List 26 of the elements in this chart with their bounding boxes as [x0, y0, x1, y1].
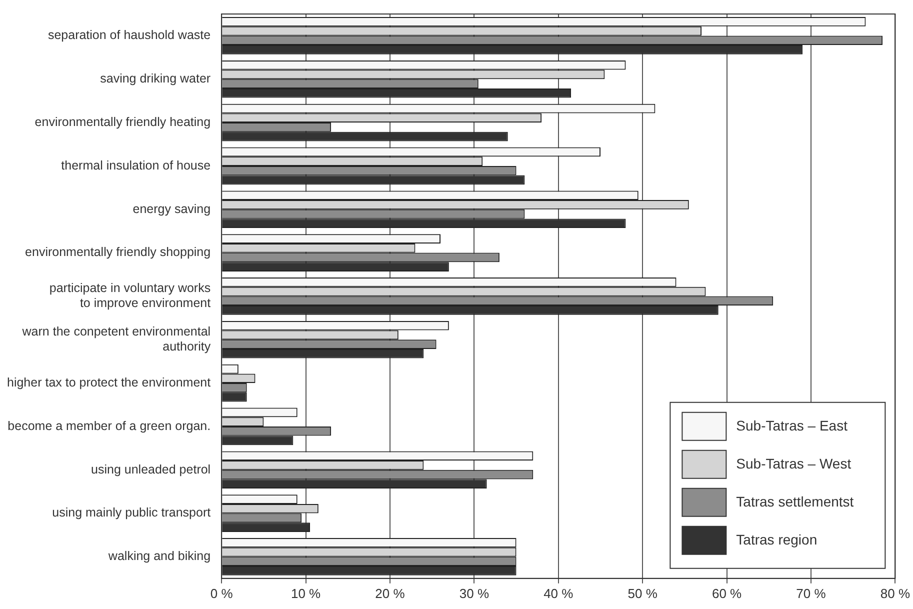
y-tick-label: using unleaded petrol — [91, 462, 211, 476]
legend-label: Tatras region — [736, 531, 818, 548]
y-tick-label: higher tax to protect the environment — [6, 375, 212, 390]
legend-label: Sub-Tatras – East — [736, 417, 848, 434]
x-tick-label: 0 % — [210, 586, 234, 601]
legend-label: Sub-Tatras – West — [736, 455, 852, 472]
x-tick-label: 70 % — [796, 586, 826, 601]
x-tick-label: 40 % — [544, 586, 574, 601]
y-tick-label: thermal insulation of house — [61, 158, 211, 172]
y-tick-label: environmentally friendly shopping — [25, 245, 211, 260]
x-tick-label: 30 % — [459, 586, 490, 601]
y-tick-label: energy saving — [132, 202, 211, 216]
x-tick-label: 20 % — [375, 586, 406, 601]
x-tick-label: 60 % — [712, 586, 742, 601]
y-tick-label: separation of haushold waste — [48, 28, 211, 42]
y-tick-label: warn the conpetent environmental authority — [21, 324, 212, 354]
y-tick-label: participate in voluntary works to improve environment — [49, 281, 212, 310]
y-tick-label: saving driking water — [100, 72, 211, 86]
x-tick-label: 10 % — [290, 586, 322, 601]
legend-label: Tatras settlementst — [736, 493, 854, 510]
x-tick-label: 80 % — [880, 586, 910, 601]
y-tick-label: walking and biking — [107, 549, 211, 564]
y-tick-label: become a member of a green organ. — [8, 418, 211, 433]
x-tick-label: 50 % — [628, 586, 658, 601]
y-tick-label: using mainly public transport — [52, 506, 212, 520]
y-tick-label: environmentally friendly heating — [34, 114, 211, 129]
